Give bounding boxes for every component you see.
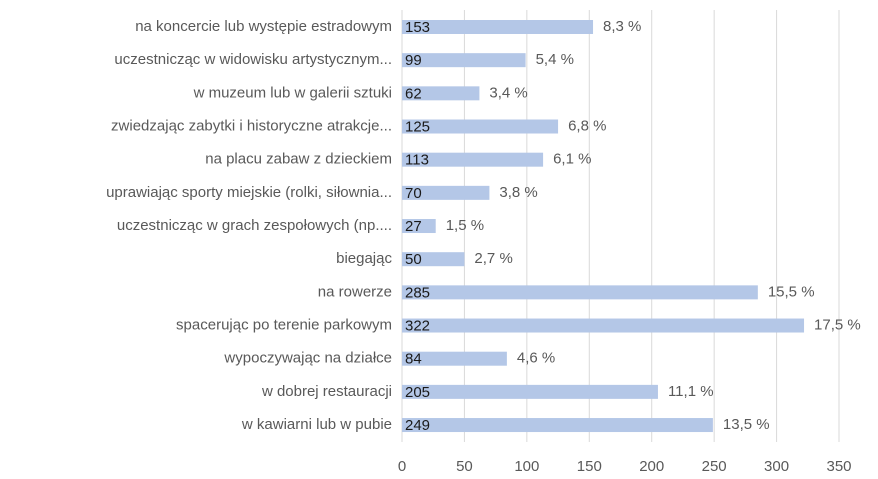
category-label: biegając (336, 250, 392, 267)
percent-label: 15,5 % (768, 283, 815, 300)
bar (402, 152, 544, 167)
category-label: na placu zabaw z dzieckiem (205, 151, 392, 168)
value-label: 70 (405, 185, 422, 202)
bar (402, 351, 507, 366)
value-label: 27 (405, 218, 422, 235)
percent-label: 4,6 % (517, 350, 555, 367)
bar (402, 418, 713, 433)
bar (402, 285, 758, 300)
x-tick-label: 250 (702, 458, 727, 475)
percent-label: 13,5 % (723, 416, 770, 433)
x-tick-label: 200 (639, 458, 664, 475)
bar (402, 252, 465, 267)
category-label: na rowerze (318, 283, 392, 300)
percent-label: 6,8 % (568, 117, 606, 134)
x-tick-label: 100 (514, 458, 539, 475)
bar (402, 318, 805, 333)
value-label: 84 (405, 351, 422, 368)
value-label: 153 (405, 19, 430, 36)
value-label: 205 (405, 384, 430, 401)
value-label: 113 (405, 152, 429, 169)
bar (402, 384, 658, 399)
x-tick-label: 350 (826, 458, 851, 475)
category-label: spacerując po terenie parkowym (176, 316, 392, 333)
x-tick-label: 50 (456, 458, 473, 475)
category-label: w kawiarni lub w pubie (241, 416, 392, 433)
percent-label: 1,5 % (446, 217, 484, 234)
value-label: 322 (405, 317, 430, 334)
category-label: wypoczywając na działce (223, 350, 392, 367)
category-label: na koncercie lub występie estradowym (135, 18, 392, 35)
value-label: 50 (405, 251, 422, 268)
bar (402, 119, 559, 134)
x-tick-label: 0 (398, 458, 406, 475)
bar (402, 20, 594, 34)
percent-label: 6,1 % (553, 151, 591, 168)
x-tick-label: 300 (764, 458, 789, 475)
category-label: w dobrej restauracji (261, 383, 392, 400)
x-tick-label: 150 (577, 458, 602, 475)
value-label: 285 (405, 284, 430, 301)
bar (402, 86, 480, 101)
value-label: 99 (405, 52, 422, 69)
percent-label: 11,1 % (668, 383, 714, 400)
value-label: 125 (405, 118, 430, 135)
category-label: uczestnicząc w grach zespołowych (np.... (117, 217, 392, 234)
percent-label: 3,8 % (499, 184, 537, 201)
percent-label: 8,3 % (603, 18, 641, 35)
percent-label: 17,5 % (814, 316, 861, 333)
bar (402, 185, 490, 200)
category-label: w muzeum lub w galerii sztuki (193, 84, 392, 101)
bar (402, 53, 526, 68)
category-label: uczestnicząc w widowisku artystycznym... (114, 51, 392, 68)
percent-label: 3,4 % (489, 84, 527, 101)
value-label: 62 (405, 85, 422, 102)
category-label: uprawiając sporty miejskie (rolki, siłow… (106, 184, 392, 201)
category-label: zwiedzając zabytki i historyczne atrakcj… (111, 117, 392, 134)
percent-label: 2,7 % (474, 250, 512, 267)
percent-label: 5,4 % (536, 51, 574, 68)
value-label: 249 (405, 417, 430, 434)
bar (402, 219, 436, 234)
